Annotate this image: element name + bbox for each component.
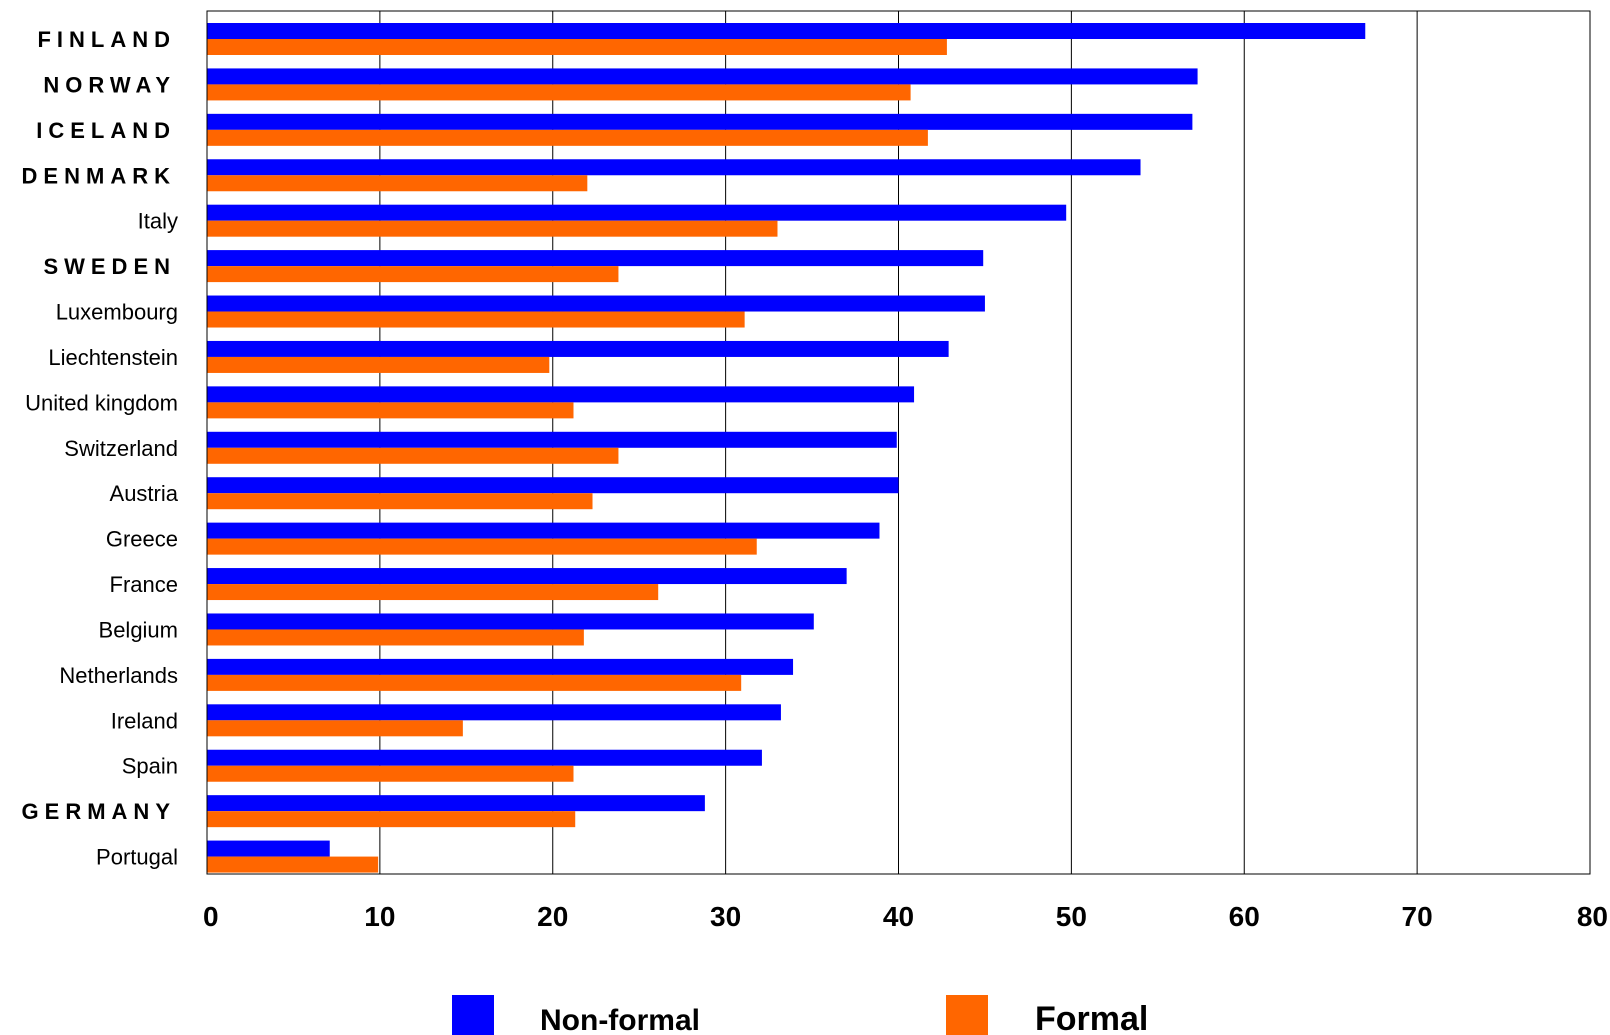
category-labels: FINLAND NORWAY ICELAND DENMARK Italy SWEDEN Lu…	[22, 27, 179, 870]
category-label: United kingdom	[25, 390, 178, 415]
category-label: Luxembourg	[56, 300, 178, 325]
legend-label-formal: Formal	[1035, 1000, 1148, 1035]
x-tick-label: 80	[1577, 901, 1608, 932]
bar-non-formal	[207, 68, 1198, 85]
plot-bars	[207, 23, 1366, 873]
bar-formal	[207, 538, 757, 555]
bar-non-formal	[207, 250, 984, 267]
bar-non-formal	[207, 840, 330, 857]
bar-formal	[207, 629, 584, 646]
category-label: Portugal	[96, 845, 178, 870]
bar-formal	[207, 39, 947, 55]
legend-swatch-formal	[946, 995, 988, 1035]
category-label: GERMANY	[22, 799, 176, 824]
bar-formal	[207, 311, 745, 328]
legend: Non-formal Formal	[452, 995, 1148, 1035]
legend-swatch-non-formal	[452, 995, 494, 1035]
bar-formal	[207, 175, 588, 192]
bar-formal	[207, 720, 463, 737]
x-tick-label: 0	[203, 901, 219, 932]
bar-non-formal	[207, 704, 781, 721]
x-tick-label: 70	[1402, 901, 1433, 932]
bar-formal	[207, 402, 574, 419]
category-label: SWEDEN	[43, 254, 176, 279]
bar-non-formal	[207, 568, 847, 585]
bar-non-formal	[207, 431, 897, 448]
category-label: Greece	[106, 527, 178, 552]
bar-formal	[207, 493, 593, 510]
bar-formal	[207, 811, 576, 828]
bar-formal	[207, 447, 619, 464]
category-label: Italy	[138, 209, 178, 234]
bar-formal	[207, 584, 659, 601]
bar-formal	[207, 856, 379, 873]
category-label: Austria	[110, 481, 179, 506]
category-label: France	[110, 572, 178, 597]
legend-label-non-formal: Non-formal	[540, 1004, 700, 1035]
x-tick-label: 10	[364, 901, 395, 932]
bar-formal	[207, 129, 928, 146]
bar-non-formal	[207, 340, 949, 357]
bar-non-formal	[207, 522, 880, 539]
bar-non-formal	[207, 658, 794, 675]
bar-formal	[207, 220, 778, 237]
bar-formal	[207, 765, 574, 782]
plot-border	[206, 10, 1591, 875]
bar-non-formal	[207, 159, 1141, 176]
x-tick-label: 50	[1056, 901, 1087, 932]
bar-non-formal	[207, 795, 705, 812]
bar-non-formal	[207, 204, 1067, 221]
category-label: Switzerland	[64, 436, 178, 461]
bar-non-formal	[207, 295, 985, 312]
category-label: Belgium	[99, 617, 178, 642]
category-label: FINLAND	[37, 27, 176, 52]
bar-formal	[207, 356, 550, 373]
bar-formal	[207, 84, 911, 101]
bar-non-formal	[207, 23, 1366, 39]
category-label: DENMARK	[22, 163, 176, 188]
category-label: Liechtenstein	[48, 345, 178, 370]
category-label: Ireland	[111, 708, 178, 733]
bar-non-formal	[207, 386, 915, 403]
bar-formal	[207, 266, 619, 283]
x-tick-label: 40	[883, 901, 914, 932]
x-tick-label: 60	[1229, 901, 1260, 932]
x-tick-label: 20	[537, 901, 568, 932]
bar-formal	[207, 674, 742, 691]
category-label: Netherlands	[59, 663, 178, 688]
category-label: Spain	[122, 754, 178, 779]
category-label: NORWAY	[43, 72, 176, 97]
bar-non-formal	[207, 613, 814, 630]
category-label: ICELAND	[36, 118, 176, 143]
bar-non-formal	[207, 749, 762, 766]
x-axis-tick-labels: 0 10 20 30 40 50 60 70 80	[203, 901, 1608, 932]
plot-frame	[206, 10, 1591, 875]
x-tick-label: 30	[710, 901, 741, 932]
bar-non-formal	[207, 477, 899, 494]
bar-non-formal	[207, 113, 1193, 130]
